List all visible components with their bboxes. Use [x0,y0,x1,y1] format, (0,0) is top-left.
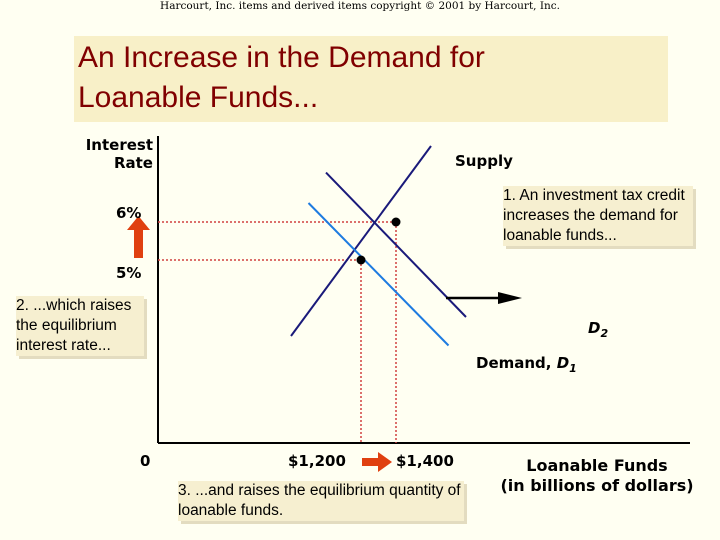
page-title: An Increase in the Demand for Loanable F… [78,38,658,118]
quantity-increase-arrow [362,452,392,472]
d1-label: Demand, D1 [476,354,577,375]
title-line-2: Loanable Funds... [78,81,319,114]
equilibrium-point-new [391,217,401,227]
title-line-1: An Increase in the Demand for [78,41,485,74]
d1-letter: D [556,354,570,372]
annotation-1: 1. An investment tax credit increases th… [503,186,693,246]
demand-shift-arrow [446,292,522,304]
supply-label: Supply [455,152,513,170]
supply-curve [290,145,432,337]
y-axis-label-word2: Rate [113,154,153,172]
annotation-2: 2. ...which raises the equilibrium inter… [16,296,144,356]
d2-subscript: 2 [600,327,609,340]
origin-label: 0 [140,452,151,470]
y-axis-label-word1: Interest [85,136,153,154]
d2-label: D2 [588,319,609,340]
x-axis-label-line2: (in billions of dollars) [500,476,694,495]
copyright-credit: Harcourt, Inc. items and derived items c… [160,0,560,12]
demand-d2-curve [325,171,467,318]
y-tick-6: 6% [116,204,142,222]
d1-subscript: 1 [569,362,577,375]
annotation-3: 3. ...and raises the equilibrium quantit… [178,481,464,521]
rate-increase-arrow [127,216,150,258]
d1-prefix: Demand, [476,354,557,372]
equilibrium-point-initial [356,255,366,265]
x-tick-1200: $1,200 [288,452,346,470]
x-tick-1400: $1,400 [396,452,454,470]
demand-d1-curve [307,202,450,347]
y-axis-label: Interest Rate [60,136,153,172]
title-background [74,36,668,122]
x-axis-label-line1: Loanable Funds [526,456,668,475]
d2-letter: D [588,319,601,337]
x-axis-label: Loanable Funds (in billions of dollars) [488,456,706,496]
y-tick-5: 5% [116,264,142,282]
equilibrium-guide-lines [158,221,397,443]
